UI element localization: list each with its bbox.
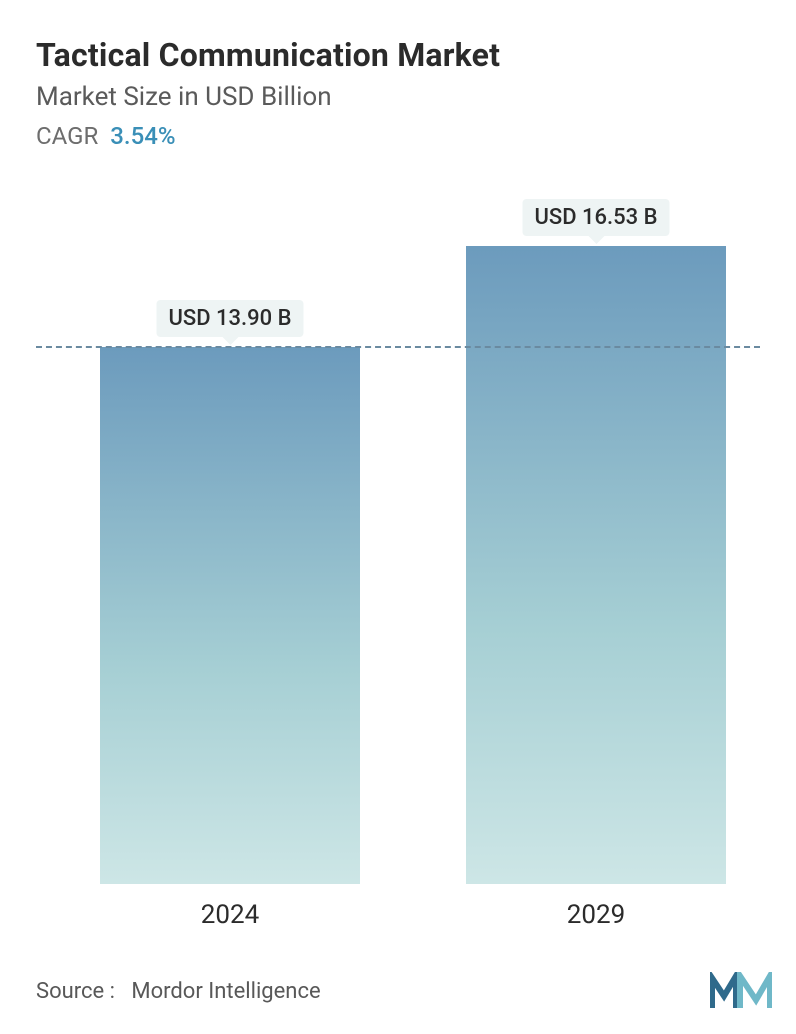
chart-card: Tactical Communication Market Market Siz…: [0, 0, 796, 1034]
chart-title: Tactical Communication Market: [36, 36, 760, 74]
bar-chart: USD 13.90 B 2024 USD 16.53 B 2029: [36, 190, 760, 930]
cagr-label: CAGR: [36, 122, 98, 150]
bar-2024: USD 13.90 B: [100, 347, 360, 884]
source-name: Mordor Intelligence: [131, 979, 320, 1004]
cagr-row: CAGR 3.54%: [36, 122, 760, 150]
category-label-2024: 2024: [100, 900, 360, 930]
category-label-2029: 2029: [466, 900, 726, 930]
chart-subtitle: Market Size in USD Billion: [36, 82, 760, 112]
mordor-logo-icon: [710, 972, 772, 1010]
bar-2029: USD 16.53 B: [466, 246, 726, 884]
reference-line: [36, 346, 760, 348]
source-text: Source : Mordor Intelligence: [36, 979, 321, 1004]
source-label: Source :: [36, 979, 115, 1004]
chart-footer: Source : Mordor Intelligence: [36, 972, 772, 1010]
logo-svg: [710, 972, 772, 1010]
value-label-2029: USD 16.53 B: [522, 199, 669, 236]
value-label-2024: USD 13.90 B: [156, 300, 303, 337]
cagr-value: 3.54%: [110, 122, 175, 150]
